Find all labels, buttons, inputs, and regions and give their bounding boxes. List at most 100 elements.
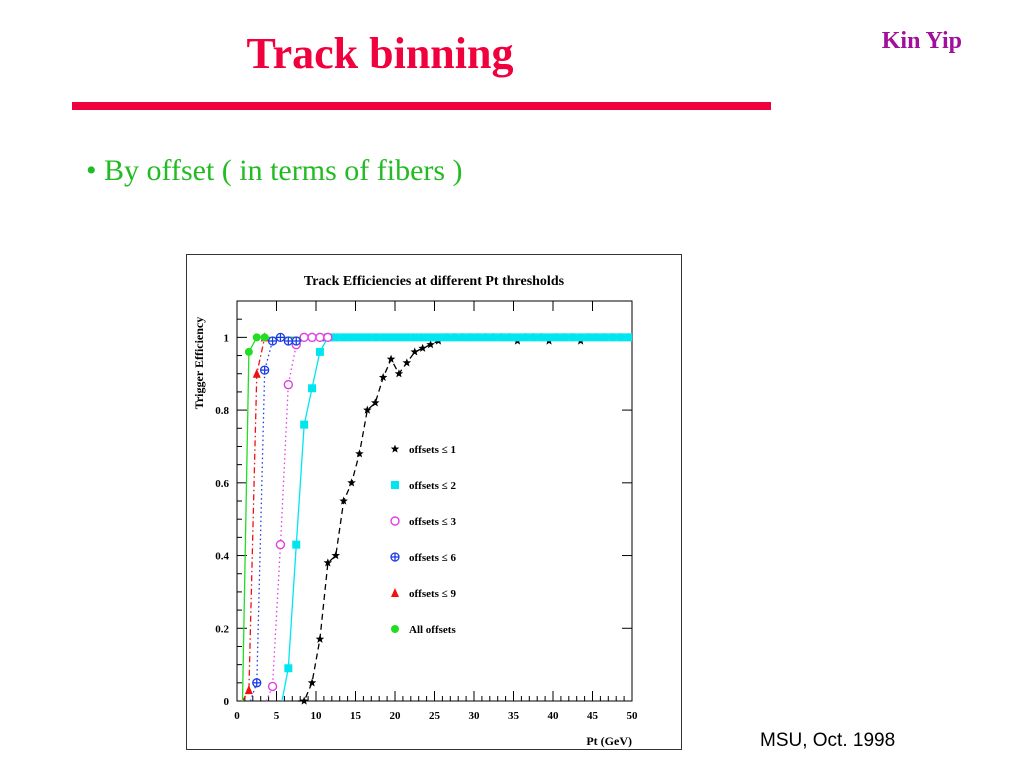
footer-text: MSU, Oct. 1998	[760, 730, 896, 751]
data-point-offsets-2	[379, 333, 388, 342]
data-point-offsets-2	[308, 384, 317, 393]
x-tick-label: 50	[627, 710, 639, 722]
data-point-offsets-6	[252, 678, 262, 688]
data-point-offsets-1	[378, 372, 388, 381]
data-point-offsets-3	[307, 332, 317, 343]
x-tick-label: 25	[429, 710, 441, 722]
data-point-offsets-1	[315, 634, 325, 643]
series-line-offsets-1	[297, 336, 632, 702]
data-point-offsets-2	[418, 333, 427, 342]
legend-label: All offsets	[409, 624, 456, 636]
data-point-offsets-2	[371, 333, 380, 342]
data-point-offsets-1	[331, 551, 341, 560]
data-point-offsets-2	[434, 333, 443, 342]
legend-marker-offsets-6	[390, 552, 400, 562]
data-point-offsets-2	[545, 333, 554, 342]
data-point-offsets-2	[450, 333, 459, 342]
author-name: Kin Yip	[881, 28, 962, 54]
legend-label: offsets ≤ 9	[409, 588, 456, 600]
data-point-offsets-2	[355, 333, 364, 342]
title-underline	[72, 102, 771, 110]
legend-marker-offsets-9	[391, 588, 399, 597]
data-point-offsets-2	[584, 333, 593, 342]
data-point-offsets-6	[283, 336, 293, 346]
data-point-offsets-2	[489, 333, 498, 342]
data-point-offsets-2	[616, 333, 625, 342]
x-axis-label: Pt (GeV)	[586, 734, 632, 748]
data-point-offsets-6	[291, 336, 301, 346]
x-tick-label: 15	[350, 710, 362, 722]
data-point-offsets-6	[260, 365, 270, 375]
data-point-offsets-9	[244, 685, 253, 695]
data-point-offsets-2	[537, 333, 546, 342]
legend-label: offsets ≤ 6	[409, 552, 456, 564]
data-point-all-offsets	[252, 333, 261, 342]
data-point-offsets-2	[592, 333, 601, 342]
data-point-offsets-1	[394, 369, 404, 378]
x-tick-label: 30	[469, 710, 481, 722]
data-point-offsets-1	[402, 358, 412, 367]
data-point-offsets-1	[410, 347, 420, 356]
data-point-offsets-2	[560, 333, 569, 342]
data-point-offsets-1	[347, 478, 356, 487]
data-point-all-offsets	[260, 333, 269, 342]
data-point-offsets-1	[418, 343, 427, 352]
legend-marker-offsets-1	[390, 444, 400, 453]
data-point-offsets-1	[386, 354, 396, 363]
plot-area	[236, 300, 633, 702]
data-point-offsets-1	[339, 496, 348, 505]
data-point-offsets-1	[323, 558, 333, 567]
y-tick-label: 1	[224, 332, 230, 344]
data-point-offsets-2	[600, 333, 609, 342]
x-tick-label: 45	[587, 710, 599, 722]
data-point-offsets-2	[347, 333, 356, 342]
bullet-point: • By offset ( in terms of fibers )	[86, 154, 463, 187]
data-point-offsets-2	[576, 333, 585, 342]
data-point-offsets-2	[339, 333, 348, 342]
data-point-offsets-3	[267, 681, 278, 692]
data-point-offsets-6	[267, 336, 278, 346]
data-point-offsets-2	[426, 333, 435, 342]
data-point-offsets-2	[284, 664, 293, 673]
data-point-offsets-6	[275, 332, 286, 343]
legend-marker-offsets-3	[390, 516, 400, 526]
data-point-offsets-1	[299, 696, 309, 705]
data-point-offsets-1	[426, 340, 435, 349]
data-point-all-offsets	[244, 347, 253, 356]
legend-marker-all-offsets	[391, 625, 399, 633]
data-point-offsets-2	[394, 333, 403, 342]
data-point-offsets-2	[410, 333, 419, 342]
efficiency-chart-frame: Track Efficiencies at different Pt thres…	[186, 254, 682, 750]
data-point-offsets-2	[521, 333, 530, 342]
x-tick-label: 40	[548, 710, 560, 722]
legend-marker-offsets-2	[391, 481, 399, 489]
data-point-offsets-2	[292, 540, 301, 549]
chart-title: Track Efficiencies at different Pt thres…	[304, 274, 565, 289]
data-point-offsets-2	[402, 333, 411, 342]
data-point-offsets-2	[331, 333, 340, 342]
data-point-offsets-1	[363, 405, 372, 414]
data-point-offsets-3	[283, 379, 294, 390]
data-point-offsets-2	[442, 333, 451, 342]
x-tick-label: 10	[311, 710, 323, 722]
data-point-offsets-2	[458, 333, 467, 342]
x-tick-label: 35	[508, 710, 520, 722]
efficiency-chart: Track Efficiencies at different Pt thres…	[192, 274, 639, 748]
data-point-offsets-2	[466, 333, 475, 342]
data-point-offsets-2	[481, 333, 490, 342]
y-tick-label: 0.4	[215, 551, 229, 563]
data-point-offsets-1	[355, 449, 364, 458]
data-point-offsets-2	[300, 420, 309, 429]
data-point-offsets-2	[387, 333, 396, 342]
data-point-offsets-2	[473, 333, 482, 342]
x-tick-label: 20	[390, 710, 402, 722]
data-point-offsets-1	[370, 398, 380, 407]
y-tick-label: 0	[224, 696, 230, 708]
data-point-offsets-2	[315, 347, 324, 356]
y-tick-label: 0.6	[215, 478, 229, 490]
x-tick-label: 0	[234, 710, 240, 722]
legend-label: offsets ≤ 2	[409, 480, 456, 492]
data-point-offsets-3	[299, 332, 309, 343]
data-point-offsets-2	[513, 333, 522, 342]
series-line-offsets-2	[281, 336, 632, 702]
